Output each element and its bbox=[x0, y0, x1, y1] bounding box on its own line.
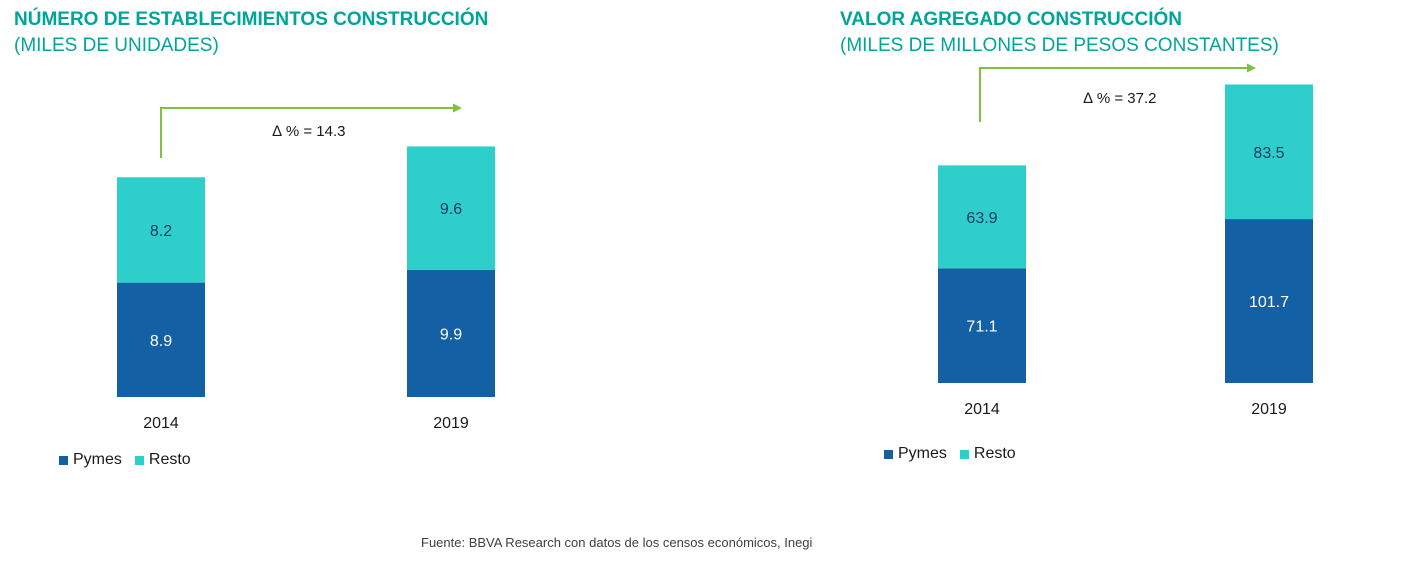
bar-pymes-2014 bbox=[117, 282, 205, 397]
growth-arrow-head bbox=[1247, 63, 1256, 73]
data-label-pymes-2014: 8.9 bbox=[150, 333, 172, 350]
legend-item-pymes: Pymes bbox=[59, 451, 122, 469]
bar-pymes-2019 bbox=[407, 269, 495, 397]
bar-pymes-2014 bbox=[938, 268, 1026, 383]
bar-pymes-2019 bbox=[1225, 219, 1313, 383]
bar-resto-2014 bbox=[938, 165, 1026, 269]
data-label-resto-2014: 63.9 bbox=[966, 210, 997, 227]
chart1-title: NÚMERO DE ESTABLECIMIENTOS CONSTRUCCIÓN bbox=[14, 9, 489, 30]
delta-percent-annotation: ∆ % = 37.2 bbox=[1084, 90, 1157, 107]
data-label-resto-2019: 9.6 bbox=[440, 201, 462, 218]
chart1-legend: Pymes Resto bbox=[59, 451, 204, 469]
x-tick-label-2019: 2019 bbox=[433, 415, 469, 432]
legend-label-pymes: Pymes bbox=[73, 451, 122, 468]
legend-swatch-pymes bbox=[884, 449, 893, 459]
legend-label-resto: Resto bbox=[148, 451, 191, 468]
legend-swatch-resto bbox=[959, 449, 969, 459]
growth-arrow-head bbox=[453, 103, 462, 113]
legend-label-pymes: Pymes bbox=[898, 445, 947, 462]
legend-label-resto: Resto bbox=[973, 445, 1016, 462]
bar-resto-2014 bbox=[117, 177, 205, 283]
legend-swatch-pymes bbox=[59, 455, 68, 465]
legend-item-resto: Resto bbox=[134, 451, 191, 469]
chart2-title: VALOR AGREGADO CONSTRUCCIÓN bbox=[840, 9, 1182, 30]
growth-arrow-line bbox=[160, 107, 454, 158]
growth-arrow-line bbox=[979, 67, 1248, 122]
data-label-resto-2014: 8.2 bbox=[150, 223, 172, 240]
source-note: Fuente: BBVA Research con datos de los c… bbox=[421, 535, 813, 550]
x-tick-label-2014: 2014 bbox=[143, 415, 179, 432]
x-tick-label-2014: 2014 bbox=[964, 401, 1000, 418]
chart1-subtitle: (MILES DE UNIDADES) bbox=[14, 35, 219, 56]
data-label-pymes-2019: 101.7 bbox=[1249, 294, 1289, 311]
data-label-resto-2019: 83.5 bbox=[1253, 145, 1284, 162]
legend-item-pymes: Pymes bbox=[884, 445, 947, 463]
data-label-pymes-2014: 71.1 bbox=[966, 319, 997, 336]
delta-percent-annotation: ∆ % = 14.3 bbox=[273, 123, 346, 140]
legend-item-resto: Resto bbox=[959, 445, 1016, 463]
bar-resto-2019 bbox=[407, 146, 495, 270]
legend-swatch-resto bbox=[134, 455, 144, 465]
chart2-subtitle: (MILES DE MILLONES DE PESOS CONSTANTES) bbox=[840, 35, 1279, 56]
bar-resto-2019 bbox=[1225, 84, 1313, 220]
chart2-legend: Pymes Resto bbox=[884, 445, 1029, 463]
data-label-pymes-2019: 9.9 bbox=[440, 326, 462, 343]
x-tick-label-2019: 2019 bbox=[1251, 401, 1287, 418]
